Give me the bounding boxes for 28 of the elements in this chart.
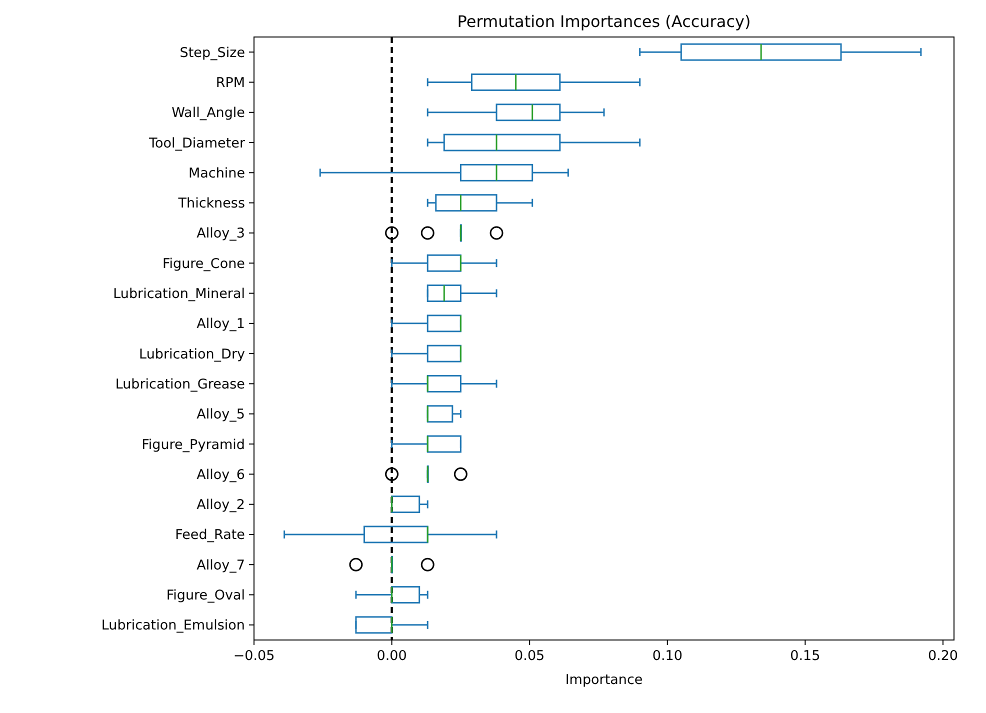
y-tick-label: Tool_Diameter	[148, 135, 246, 152]
y-tick-label: Wall_Angle	[172, 105, 245, 122]
y-tick-label: RPM	[216, 74, 245, 91]
y-tick-label: Figure_Pyramid	[142, 436, 245, 453]
x-tick-label: 0.10	[652, 648, 682, 664]
y-tick-label: Alloy_1	[196, 316, 245, 332]
x-tick-label: 0.20	[928, 648, 958, 664]
x-tick-label: 0.00	[376, 648, 407, 664]
y-tick-label: Alloy_5	[196, 406, 245, 423]
y-tick-label: Alloy_6	[196, 466, 245, 483]
y-tick-label: Feed_Rate	[175, 527, 245, 544]
y-tick-label: Lubrication_Mineral	[113, 286, 245, 302]
x-tick-label: 0.05	[514, 648, 545, 664]
y-tick-label: Step_Size	[180, 44, 245, 61]
y-tick-label: Thickness	[177, 196, 245, 212]
y-tick-label: Alloy_2	[196, 497, 245, 514]
x-tick-label: −0.05	[233, 648, 275, 664]
y-tick-label: Figure_Cone	[162, 256, 245, 272]
chart-title: Permutation Importances (Accuracy)	[457, 12, 751, 31]
y-tick-label: Machine	[188, 165, 245, 182]
x-tick-label: 0.15	[790, 648, 820, 664]
y-tick-label: Alloy_7	[196, 557, 245, 574]
y-tick-label: Alloy_3	[196, 226, 245, 242]
y-tick-label: Lubrication_Emulsion	[101, 618, 245, 634]
y-tick-label: Lubrication_Dry	[139, 346, 246, 362]
x-axis-title: Importance	[565, 672, 643, 688]
y-tick-label: Figure_Oval	[166, 588, 245, 604]
y-tick-label: Lubrication_Grease	[115, 376, 245, 392]
